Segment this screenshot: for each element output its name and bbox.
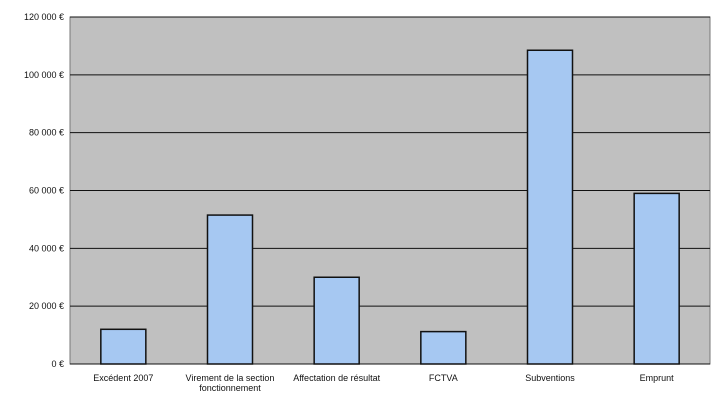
bar	[420, 330, 467, 365]
y-axis-tick-labels: 0 € 20 000 € 40 000 € 60 000 € 80 000 € 100 0…	[24, 12, 64, 369]
bar	[206, 214, 254, 365]
x-category-label: Emprunt	[640, 373, 675, 383]
bar	[526, 49, 574, 365]
y-tick-label: 60 000 €	[29, 186, 64, 196]
x-category-label: Virement de la section fonctionnement	[186, 373, 275, 393]
y-tick-label: 0 €	[51, 359, 64, 369]
y-tick-label: 40 000 €	[29, 243, 64, 253]
x-axis-category-labels: Excédent 2007 Virement de la section fonct…	[93, 373, 674, 393]
x-category-label: Excédent 2007	[93, 373, 153, 383]
y-tick-label: 80 000 €	[29, 128, 64, 138]
bars	[100, 49, 680, 365]
y-tick-label: 120 000 €	[24, 12, 64, 22]
y-tick-label: 20 000 €	[29, 301, 64, 311]
y-tick-label: 100 000 €	[24, 70, 64, 80]
bar	[633, 192, 680, 365]
x-category-label: FCTVA	[429, 373, 458, 383]
grid-lines	[70, 16, 710, 365]
x-category-label: Subventions	[525, 373, 575, 383]
bar	[100, 328, 147, 365]
x-category-label: Affectation de résultat	[293, 373, 380, 383]
bar	[313, 276, 360, 365]
